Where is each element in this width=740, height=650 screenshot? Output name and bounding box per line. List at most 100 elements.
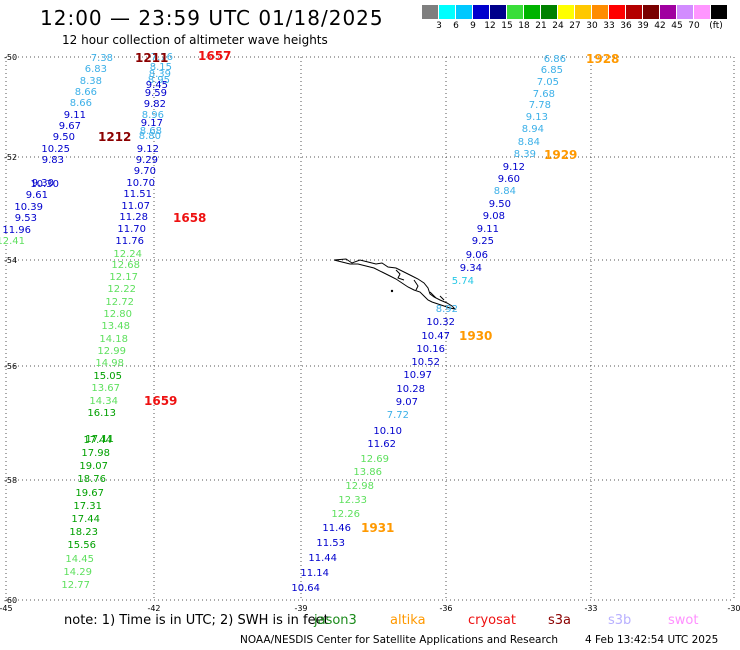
pass-time-label: 1928 xyxy=(586,52,619,66)
wave-height-value: 9.34 xyxy=(460,263,482,274)
wave-height-value: 8.96 xyxy=(142,110,164,121)
color-scale-tick: 15 xyxy=(501,21,513,31)
wave-height-value: 9.83 xyxy=(42,155,64,166)
wave-height-value: 9.59 xyxy=(145,88,167,99)
wave-height-value: 10.28 xyxy=(396,384,425,395)
wave-height-value: 9.08 xyxy=(483,211,505,222)
color-swatch xyxy=(473,5,490,19)
wave-height-value: 7.72 xyxy=(387,410,409,421)
wave-height-value: 17.31 xyxy=(73,501,102,512)
color-scale-tick: 21 xyxy=(535,21,547,31)
color-scale-tick: 6 xyxy=(453,21,459,31)
color-scale-tick: 33 xyxy=(603,21,615,31)
wave-height-value: 12.17 xyxy=(109,272,138,283)
wave-height-value: 18.23 xyxy=(69,527,98,538)
color-scale-tick: 9 xyxy=(470,21,476,31)
wave-height-value: 9.11 xyxy=(64,110,86,121)
chart-subtitle: 12 hour collection of altimeter wave hei… xyxy=(62,33,328,47)
wave-height-value: 15.56 xyxy=(67,540,96,551)
south-georgia-island-coastline xyxy=(333,258,457,310)
pass-time-label: 1929 xyxy=(544,148,577,162)
wave-height-value: 10.97 xyxy=(403,370,432,381)
wave-height-value: 14.98 xyxy=(95,358,124,369)
wave-height-value: 11.44 xyxy=(308,553,337,564)
wave-height-value: 10.10 xyxy=(373,426,402,437)
wave-height-value: 9.30 xyxy=(32,178,54,189)
satellite-legend-item: jason3 xyxy=(314,613,357,628)
color-scale-tick: 18 xyxy=(518,21,530,31)
wave-height-value: 17.44 xyxy=(71,514,100,525)
longitude-label: -36 xyxy=(439,604,452,613)
wave-height-value: 12.69 xyxy=(360,454,389,465)
wave-height-value: 9.25 xyxy=(472,236,494,247)
wave-height-value: 7.68 xyxy=(533,89,555,100)
wave-height-value: 11.53 xyxy=(316,538,345,549)
wave-height-value: 10.70 xyxy=(126,178,155,189)
wave-height-value: 9.50 xyxy=(489,199,511,210)
wave-height-value: 13.86 xyxy=(353,467,382,478)
wave-height-value: 7.05 xyxy=(537,77,559,88)
wave-height-value: 11.51 xyxy=(123,189,152,200)
latitude-label: -54 xyxy=(4,256,17,265)
wave-height-value: 8.39 xyxy=(514,149,536,160)
color-scale-tick: 42 xyxy=(654,21,666,31)
wave-height-value: 9.61 xyxy=(26,190,48,201)
wave-height-value: 12.80 xyxy=(103,309,132,320)
wave-height-value: 19.07 xyxy=(79,461,108,472)
wave-height-value: 7.38 xyxy=(91,53,113,64)
color-scale-tick: 36 xyxy=(620,21,632,31)
longitude-label: -39 xyxy=(294,604,307,613)
wave-height-value: 6.85 xyxy=(541,65,563,76)
color-swatch xyxy=(660,5,677,19)
wave-height-value: 5.74 xyxy=(452,276,474,287)
wave-height-value: 11.14 xyxy=(300,568,329,579)
wave-height-value: 10.64 xyxy=(291,583,320,594)
color-swatch xyxy=(694,5,711,19)
map-grid xyxy=(5,56,735,601)
wave-height-value: 12.77 xyxy=(61,580,90,591)
wave-height-value: 13.67 xyxy=(91,383,120,394)
wave-height-value: 6.83 xyxy=(85,64,107,75)
latitude-label: -52 xyxy=(4,153,17,162)
wave-height-value: 18.76 xyxy=(77,474,106,485)
wave-height-value: 10.16 xyxy=(416,344,445,355)
wave-height-value: 8.68 xyxy=(140,126,162,137)
wave-height-value: 12.22 xyxy=(107,284,136,295)
wave-height-value: 6.86 xyxy=(544,54,566,65)
wave-height-value: 10.30 xyxy=(30,179,59,190)
satellite-legend-item: cryosat xyxy=(468,613,516,628)
wave-height-value: 12.33 xyxy=(338,495,367,506)
color-scale-tick: 3 xyxy=(436,21,442,31)
wave-height-value: 12.72 xyxy=(105,297,134,308)
wave-height-value: 10.32 xyxy=(426,317,455,328)
color-swatch xyxy=(609,5,626,19)
wave-height-value: 10.25 xyxy=(41,144,70,155)
wave-height-value: 8.15 xyxy=(150,62,172,73)
color-swatch xyxy=(643,5,660,19)
color-swatch xyxy=(541,5,558,19)
color-swatch xyxy=(490,5,507,19)
color-scale-unit: (ft) xyxy=(709,21,723,31)
wave-height-value: 12.98 xyxy=(345,481,374,492)
wave-height-value: 8.66 xyxy=(75,87,97,98)
wave-height-value: 16.13 xyxy=(87,408,116,419)
wave-height-value: 8.39 xyxy=(149,69,171,80)
color-scale-tick: 12 xyxy=(484,21,496,31)
latitude-label: -56 xyxy=(4,362,17,371)
wave-height-value: 8.94 xyxy=(522,124,544,135)
wave-height-value: 19.67 xyxy=(75,488,104,499)
wave-height-value: 8.92 xyxy=(436,304,458,315)
satellite-legend-item: s3b xyxy=(608,613,632,628)
wave-height-value: 9.50 xyxy=(53,132,75,143)
wave-height-tracks: 7.386.838.388.668.669.119.679.5010.259.8… xyxy=(0,52,566,594)
wave-height-value: 9.06 xyxy=(466,250,488,261)
satellite-legend-item: altika xyxy=(390,613,426,628)
wave-height-value: 9.07 xyxy=(396,397,418,408)
wave-height-value: 8.95 xyxy=(148,75,170,86)
wave-height-value: 10.39 xyxy=(14,202,43,213)
color-swatch xyxy=(439,5,456,19)
wave-height-value: 14.18 xyxy=(99,334,128,345)
pass-time-label: 1931 xyxy=(361,521,394,535)
wave-height-value: 14.34 xyxy=(89,396,118,407)
